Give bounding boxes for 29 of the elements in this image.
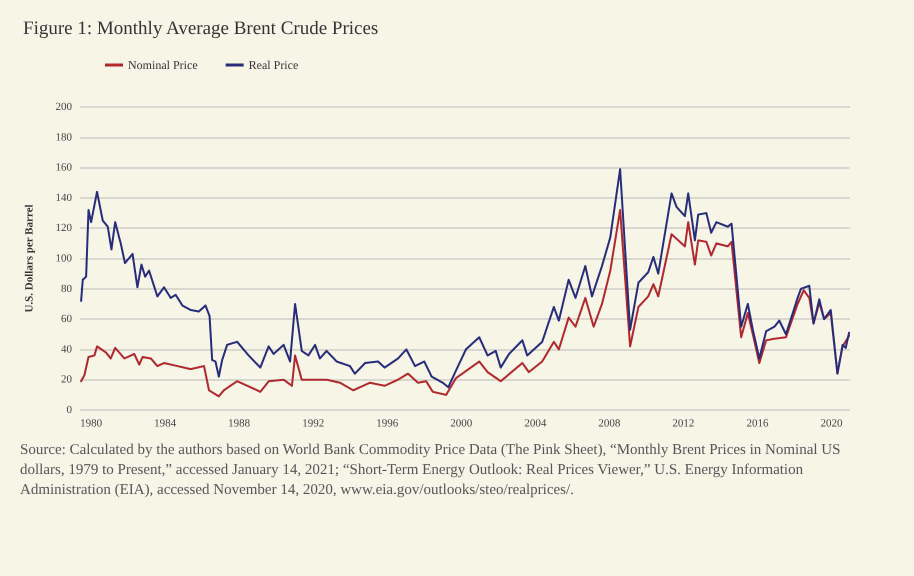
x-tick-label: 2008	[598, 418, 621, 430]
x-tick-label: 1984	[154, 418, 177, 430]
chart-title: Figure 1: Monthly Average Brent Crude Prices	[23, 18, 378, 39]
y-tick-label: 40	[61, 343, 72, 356]
legend-label: Nominal Price	[128, 58, 198, 72]
line-series	[80, 168, 850, 388]
y-tick-label: 120	[56, 222, 72, 234]
x-tick-label: 2020	[820, 418, 843, 430]
x-tick-label: 2004	[524, 418, 547, 430]
y-tick-label: 180	[56, 131, 72, 144]
source-note: Source: Calculated by the authors based on World Bank Commodity Price Data (The Pink Sheet), “Monthly Brent Prices in Nominal US dollars, 1979 to Present,” accessed January 14, 2021; “Short-Term Energy Outlook: Real Prices Viewer,” U.S. Energy Information Administration (EIA), accessed November 14, 2020, www.eia.gov/outlooks/steo/realprices/.	[20, 441, 842, 500]
legend-label: Real Price	[248, 58, 298, 72]
y-tick-label: 160	[56, 162, 72, 174]
line-series	[80, 209, 850, 398]
y-tick-label: 140	[56, 192, 72, 204]
y-axis-title: U.S. Dollars per Barrel	[24, 204, 36, 313]
y-tick-label: 100	[56, 252, 72, 264]
y-tick-label: 200	[56, 101, 72, 113]
y-tick-label: 60	[61, 313, 72, 326]
y-tick-label: 80	[61, 282, 72, 295]
x-tick-label: 2016	[746, 418, 769, 430]
x-tick-label: 2000	[450, 418, 473, 430]
y-tick-label: 0	[66, 404, 72, 416]
x-tick-label: 1996	[376, 418, 399, 430]
x-tick-label: 2012	[672, 418, 694, 430]
x-tick-label: 1988	[228, 418, 251, 430]
x-tick-label: 1992	[302, 418, 324, 430]
x-tick-label: 1980	[80, 418, 103, 430]
y-tick-label: 20	[61, 374, 72, 386]
